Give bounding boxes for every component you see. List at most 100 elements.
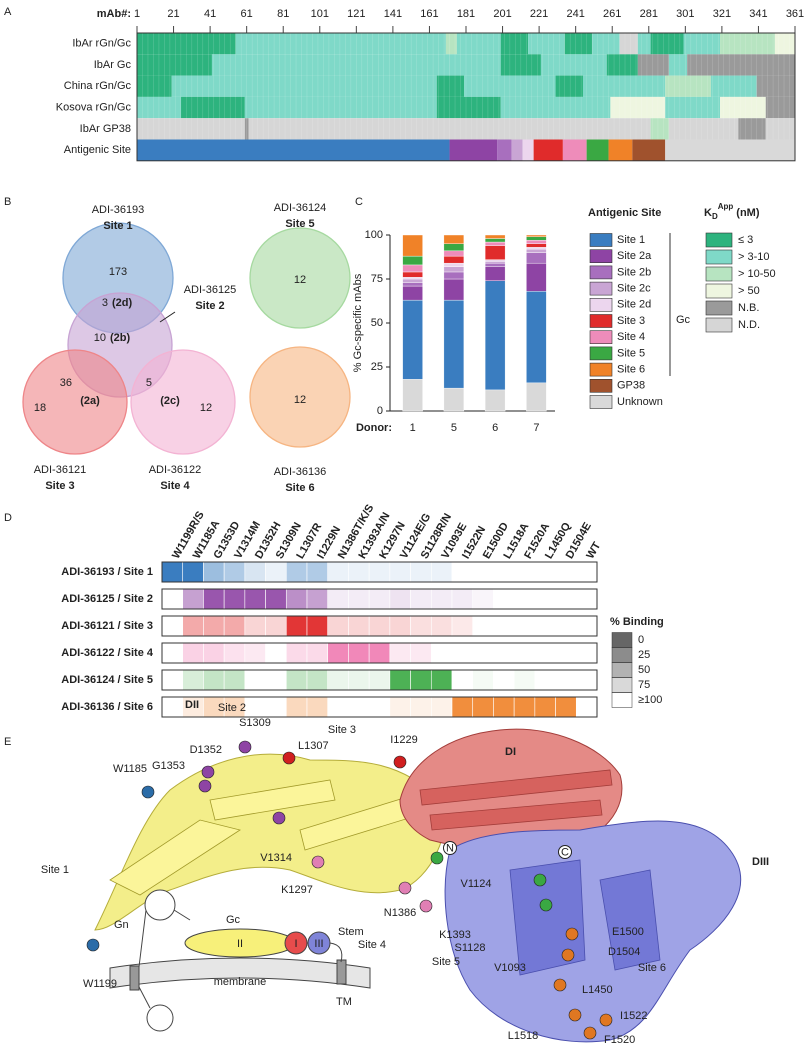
binding-cell xyxy=(493,615,515,637)
bar-segment xyxy=(443,266,465,273)
binding-cell xyxy=(327,561,349,583)
binding-cell xyxy=(451,588,474,610)
binding-cell xyxy=(306,561,329,583)
bar-segment xyxy=(526,248,547,253)
binding-cell xyxy=(451,561,474,583)
binding-cell xyxy=(244,642,266,664)
terminus-marker xyxy=(443,841,457,855)
bar-segment xyxy=(402,264,423,273)
legend-swatch xyxy=(611,647,633,663)
legend-swatch xyxy=(589,378,613,393)
binding-cell xyxy=(430,615,453,637)
venn-set-name: ADI-36136 xyxy=(274,466,327,478)
binding-cell xyxy=(161,615,184,637)
residue-sphere xyxy=(430,851,444,865)
binding-cell xyxy=(265,561,287,583)
bar-segment xyxy=(484,389,506,412)
schematic-label: Stem xyxy=(338,926,364,938)
residue-sphere xyxy=(533,873,547,887)
heatmap-segment xyxy=(710,75,757,97)
binding-cell xyxy=(534,615,556,637)
venn-circle xyxy=(249,227,351,329)
binding-cell xyxy=(534,642,556,664)
binding-cell xyxy=(203,588,225,610)
residue-sphere xyxy=(539,898,553,912)
binding-cell xyxy=(348,561,370,583)
binding-cell xyxy=(493,696,515,718)
x-tick-label: 7 xyxy=(533,422,539,434)
venn-set-name: ADI-36122 xyxy=(149,464,202,476)
binding-cell xyxy=(182,669,204,691)
heatmap-segment xyxy=(665,139,795,161)
venn-circle xyxy=(22,349,128,455)
residue-label: I1229 xyxy=(390,734,418,746)
group-label: Gc xyxy=(676,314,691,326)
legend-swatch xyxy=(589,249,613,263)
row-label: ADI-36121 / Site 3 xyxy=(61,620,153,632)
binding-cell xyxy=(410,615,432,637)
x-tick-label: 5 xyxy=(451,422,457,434)
residue-sphere xyxy=(398,881,412,895)
binding-cell xyxy=(368,642,391,664)
venn-count: 12 xyxy=(294,274,306,286)
x-tick-label: 41 xyxy=(204,8,216,20)
binding-cell xyxy=(223,615,246,637)
legend-label: N.B. xyxy=(738,302,759,314)
binding-cell xyxy=(493,642,515,664)
terminus-marker xyxy=(558,845,572,859)
binding-cell xyxy=(244,588,266,610)
bar-segment xyxy=(443,243,465,252)
venn-set-site: Site 6 xyxy=(285,482,314,494)
row-label: IbAr Gc xyxy=(94,59,132,71)
schematic-label: Gn xyxy=(114,919,129,931)
binding-cell xyxy=(285,696,308,718)
binding-cell xyxy=(493,588,515,610)
binding-cell xyxy=(306,696,329,718)
binding-cell xyxy=(430,588,453,610)
bar-segment xyxy=(402,271,423,278)
x-tick-label: 261 xyxy=(603,8,621,20)
heatmap-segment xyxy=(137,118,245,140)
bar-segment xyxy=(402,282,423,287)
residue-label: K1297 xyxy=(281,884,313,896)
residue-sphere xyxy=(141,785,155,799)
heatmap-segment xyxy=(608,139,633,161)
x-tick-label: 241 xyxy=(566,8,584,20)
bar-segment xyxy=(526,291,547,384)
x-tick-label: 81 xyxy=(277,8,289,20)
heatmap-segment xyxy=(449,139,498,161)
heatmap-segment xyxy=(555,75,583,97)
binding-cell xyxy=(368,615,391,637)
venn-set-site: Site 4 xyxy=(160,480,190,492)
y-tick-label: 75 xyxy=(371,273,383,285)
residue-sphere xyxy=(201,765,215,779)
binding-cell xyxy=(555,669,577,691)
domain-label: DII xyxy=(185,699,199,711)
heatmap-segment xyxy=(650,33,684,55)
binding-cell xyxy=(161,669,184,691)
x-tick-label: 181 xyxy=(457,8,475,20)
binding-cell xyxy=(203,669,225,691)
heatmap-segment xyxy=(511,139,523,161)
row-label: ADI-36124 / Site 5 xyxy=(61,674,153,686)
binding-cell xyxy=(203,642,225,664)
binding-cell xyxy=(244,615,266,637)
binding-cell xyxy=(348,588,370,610)
bar-segment xyxy=(484,234,506,239)
binding-cell xyxy=(203,615,225,637)
heatmap-segment xyxy=(610,96,666,119)
bar-segment xyxy=(443,299,465,389)
legend-swatch xyxy=(611,662,633,678)
structure-cartoon xyxy=(94,728,742,1043)
legend-label: Unknown xyxy=(617,396,663,408)
residue-sphere xyxy=(311,855,325,869)
legend-swatch xyxy=(589,233,613,247)
bar-segment xyxy=(402,299,423,380)
binding-cell xyxy=(265,696,287,718)
domain-label: DI xyxy=(505,746,516,758)
binding-cell xyxy=(534,696,556,718)
y-axis-label: % Gc-specific mAbs xyxy=(352,273,364,372)
heatmap-segment xyxy=(211,54,450,76)
binding-cell xyxy=(285,642,308,664)
binding-cell xyxy=(182,615,204,637)
